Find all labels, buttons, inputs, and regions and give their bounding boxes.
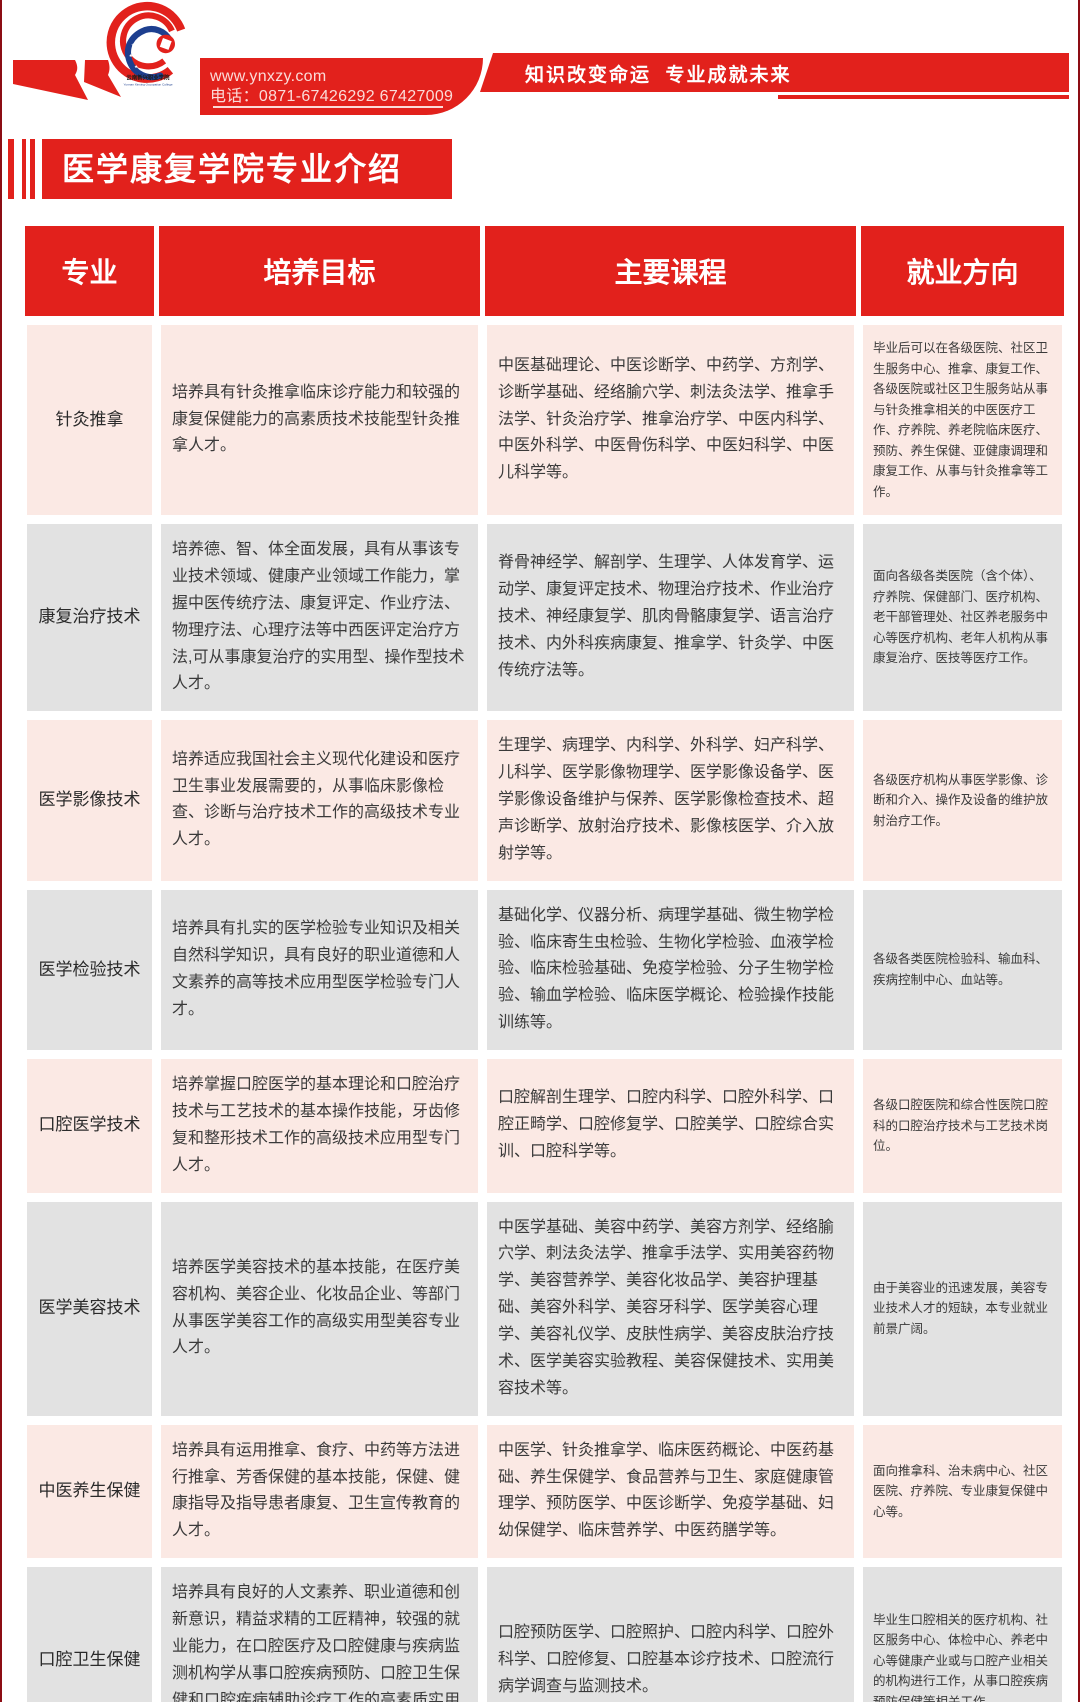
- svg-text:★: ★: [131, 42, 136, 47]
- svg-text:Yunnan Xinxing Occupation Coll: Yunnan Xinxing Occupation College: [123, 83, 172, 87]
